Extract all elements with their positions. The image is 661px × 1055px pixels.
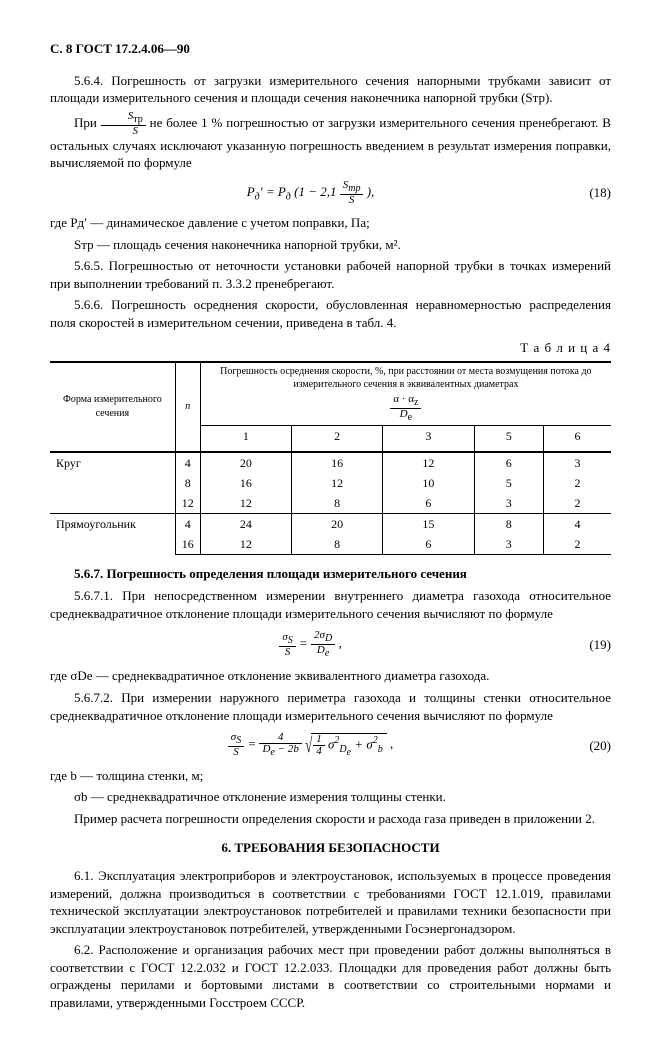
para-5-6-7-2: 5.6.7.2. При измерении наружного перимет… xyxy=(50,689,611,724)
subcol-6: 6 xyxy=(543,426,611,447)
cell: 12 xyxy=(175,493,200,514)
cell: 8 xyxy=(474,514,543,535)
subcol-5: 5 xyxy=(474,426,543,447)
cell: 5 xyxy=(474,473,543,493)
cell: 8 xyxy=(291,534,382,555)
where-20b: σb — среднеквадратичное отклонение измер… xyxy=(50,788,611,806)
text: При xyxy=(74,115,101,130)
cell: 8 xyxy=(291,493,382,514)
section-6-heading: 6. ТРЕБОВАНИЯ БЕЗОПАСНОСТИ xyxy=(50,839,611,857)
cell: 15 xyxy=(383,514,474,535)
equation-20: σSS = 4De − 2b √ 14 σ2De + σ2b , (20) xyxy=(50,732,611,759)
equation-19: σSS = 2σDDe , (19) xyxy=(50,630,611,659)
where-18a: где Pд′ — динамическое давление с учетом… xyxy=(50,214,611,232)
cell: 16 xyxy=(175,534,200,555)
para-6-1: 6.1. Эксплуатация электроприборов и элек… xyxy=(50,867,611,937)
cell: 2 xyxy=(543,473,611,493)
cell: 20 xyxy=(200,452,291,473)
para-5-6-4b: При Sтр S не более 1 % погрешностью от з… xyxy=(50,111,611,172)
cell: 24 xyxy=(200,514,291,535)
para-5-6-6: 5.6.6. Погрешность осреднения скорости, … xyxy=(50,296,611,331)
para-note-appendix2: Пример расчета погрешности определения с… xyxy=(50,810,611,828)
page-header: С. 8 ГОСТ 17.2.4.06—90 xyxy=(50,40,611,58)
cell: 10 xyxy=(383,473,474,493)
cell: 8 xyxy=(175,473,200,493)
where-19: где σDe — среднеквадратичное отклонение … xyxy=(50,667,611,685)
table-caption: Т а б л и ц а 4 xyxy=(50,339,611,357)
col-err-top: Погрешность осреднения скорости, %, при … xyxy=(200,362,611,426)
eqnum-18: (18) xyxy=(571,184,611,202)
para-5-6-7-1: 5.6.7.1. При непосредственном измерении … xyxy=(50,587,611,622)
cell: 12 xyxy=(291,473,382,493)
row-rect-shape: Прямоугольник xyxy=(50,514,175,555)
row-circle-shape: Круг xyxy=(50,452,175,514)
subcol-1: 1 xyxy=(200,426,291,447)
cell: 4 xyxy=(175,452,200,473)
cell: 16 xyxy=(291,452,382,473)
eqnum-20: (20) xyxy=(571,737,611,755)
frac-str-s: Sтр S xyxy=(101,111,146,137)
para-5-6-4: 5.6.4. Погрешность от загрузки измерител… xyxy=(50,72,611,107)
cell: 6 xyxy=(474,452,543,473)
cell: 20 xyxy=(291,514,382,535)
cell: 3 xyxy=(474,493,543,514)
subcol-2: 2 xyxy=(291,426,382,447)
eqnum-19: (19) xyxy=(571,636,611,654)
cell: 12 xyxy=(200,534,291,555)
equation-18: Pд′ = Pд (1 − 2,1 SтрS ), (18) xyxy=(50,180,611,206)
cell: 12 xyxy=(200,493,291,514)
where-20a: где b — толщина стенки, м; xyxy=(50,767,611,785)
subcol-3: 3 xyxy=(383,426,474,447)
cell: 3 xyxy=(474,534,543,555)
cell: 2 xyxy=(543,534,611,555)
cell: 12 xyxy=(383,452,474,473)
para-5-6-5: 5.6.5. Погрешностью от неточности устано… xyxy=(50,257,611,292)
cell: 6 xyxy=(383,493,474,514)
cell: 6 xyxy=(383,534,474,555)
para-5-6-7: 5.6.7. Погрешность определения площади и… xyxy=(50,565,611,583)
cell: 4 xyxy=(175,514,200,535)
cell: 4 xyxy=(543,514,611,535)
cell: 16 xyxy=(200,473,291,493)
para-6-2: 6.2. Расположение и организация рабочих … xyxy=(50,941,611,1011)
cell: 3 xyxy=(543,452,611,473)
col-shape: Форма измерительного сечения xyxy=(50,362,175,452)
where-18b: Sтр — площадь сечения наконечника напорн… xyxy=(50,236,611,254)
table-4: Форма измерительного сечения n Погрешнос… xyxy=(50,361,611,556)
cell: 2 xyxy=(543,493,611,514)
col-n: n xyxy=(175,362,200,452)
